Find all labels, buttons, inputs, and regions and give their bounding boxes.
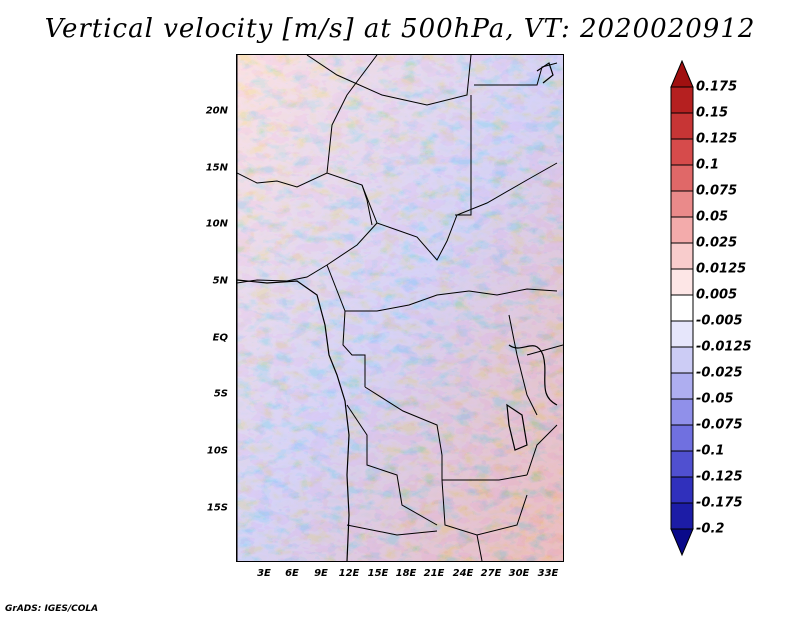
colorbar-label: 0.125 [696, 131, 738, 147]
colorbar-label: 0.025 [696, 235, 738, 251]
lon-label-15e: 15E [367, 568, 389, 579]
colorbar-segment [670, 398, 694, 426]
map-panel [236, 54, 564, 562]
lat-label-15n: 15N [205, 162, 228, 174]
colorbar-label: 0.175 [696, 79, 738, 95]
colorbar-segment [670, 138, 694, 166]
colorbar-segment [670, 320, 694, 348]
colorbar-label: 0.075 [696, 183, 738, 199]
colorbar-segment [670, 86, 694, 114]
colorbar-label: -0.175 [696, 495, 743, 511]
lon-label-21e: 21E [423, 568, 445, 579]
colorbar-label: -0.0125 [696, 339, 752, 355]
colorbar-bottom-arrow [670, 528, 694, 557]
colorbar-label: -0.05 [696, 391, 734, 407]
colorbar-label: 0.1 [696, 157, 720, 173]
lat-label-15s: 15S [206, 502, 228, 514]
colorbar-label: 0.0125 [696, 261, 747, 277]
colorbar-segment [670, 476, 694, 504]
colorbar-segment [670, 164, 694, 192]
country-borders [237, 55, 563, 561]
map-field [237, 55, 563, 561]
lon-label-6e: 6E [285, 568, 299, 579]
colorbar-label: 0.05 [696, 209, 729, 225]
lon-label-30e: 30E [508, 568, 530, 579]
colorbar-segment [670, 268, 694, 296]
colorbar-segment [670, 450, 694, 478]
lat-label-10s: 10S [206, 445, 228, 457]
lat-label-5n: 5N [212, 275, 228, 287]
lat-label-10n: 10N [205, 218, 228, 230]
colorbar-segment [670, 216, 694, 244]
lon-label-27e: 27E [480, 568, 502, 579]
chart-title: Vertical velocity [m/s] at 500hPa, VT: 2… [44, 14, 756, 44]
lon-label-12e: 12E [338, 568, 360, 579]
colorbar-segment [670, 372, 694, 400]
colorbar-label: -0.005 [696, 313, 743, 329]
colorbar-label: 0.15 [696, 105, 729, 121]
colorbar-segment [670, 294, 694, 322]
colorbar-segment [670, 424, 694, 452]
colorbar-segment [670, 502, 694, 530]
lat-label-5s: 5S [213, 388, 228, 400]
colorbar-segment [670, 346, 694, 374]
lon-label-9e: 9E [314, 568, 328, 579]
lon-label-3e: 3E [257, 568, 271, 579]
lon-label-33e: 33E [537, 568, 559, 579]
colorbar-label: -0.2 [696, 521, 725, 537]
grads-credit: GrADS: IGES/COLA [5, 604, 99, 614]
colorbar-label: -0.025 [696, 365, 743, 381]
colorbar-label: 0.005 [696, 287, 738, 303]
colorbar-top-arrow [670, 60, 694, 88]
lon-label-18e: 18E [395, 568, 417, 579]
lat-label-eq: EQ [212, 332, 228, 344]
colorbar-segment [670, 190, 694, 218]
colorbar-label: -0.125 [696, 469, 743, 485]
colorbar-label: -0.075 [696, 417, 743, 433]
colorbar-segment [670, 112, 694, 140]
colorbar [670, 60, 694, 557]
lat-label-20n: 20N [205, 105, 228, 117]
lon-label-24e: 24E [452, 568, 474, 579]
colorbar-segment [670, 242, 694, 270]
colorbar-label: -0.1 [696, 443, 725, 459]
coastline [237, 62, 558, 561]
